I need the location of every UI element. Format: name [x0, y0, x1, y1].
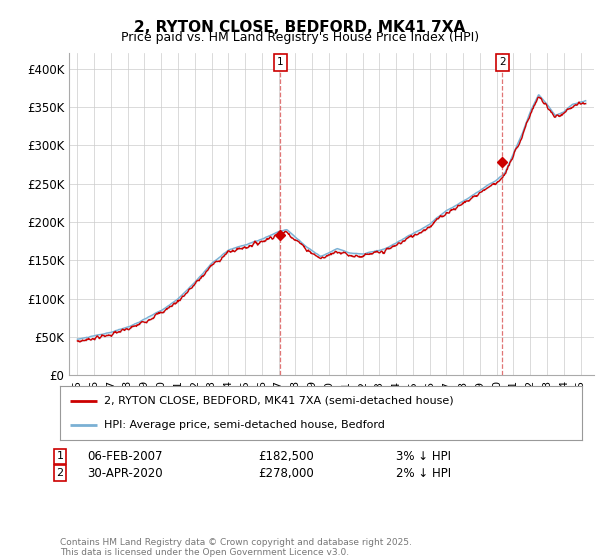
Text: Price paid vs. HM Land Registry's House Price Index (HPI): Price paid vs. HM Land Registry's House …: [121, 31, 479, 44]
Text: £278,000: £278,000: [258, 466, 314, 480]
Text: 2, RYTON CLOSE, BEDFORD, MK41 7XA (semi-detached house): 2, RYTON CLOSE, BEDFORD, MK41 7XA (semi-…: [104, 396, 454, 406]
Text: £182,500: £182,500: [258, 450, 314, 463]
Text: 1: 1: [277, 58, 284, 67]
Text: HPI: Average price, semi-detached house, Bedford: HPI: Average price, semi-detached house,…: [104, 420, 385, 430]
Text: 2% ↓ HPI: 2% ↓ HPI: [396, 466, 451, 480]
Text: 2, RYTON CLOSE, BEDFORD, MK41 7XA: 2, RYTON CLOSE, BEDFORD, MK41 7XA: [134, 20, 466, 35]
Text: 2: 2: [499, 58, 506, 67]
Text: Contains HM Land Registry data © Crown copyright and database right 2025.
This d: Contains HM Land Registry data © Crown c…: [60, 538, 412, 557]
Text: 3% ↓ HPI: 3% ↓ HPI: [396, 450, 451, 463]
Text: 1: 1: [56, 451, 64, 461]
Text: 06-FEB-2007: 06-FEB-2007: [87, 450, 163, 463]
Text: 2: 2: [56, 468, 64, 478]
Text: 30-APR-2020: 30-APR-2020: [87, 466, 163, 480]
